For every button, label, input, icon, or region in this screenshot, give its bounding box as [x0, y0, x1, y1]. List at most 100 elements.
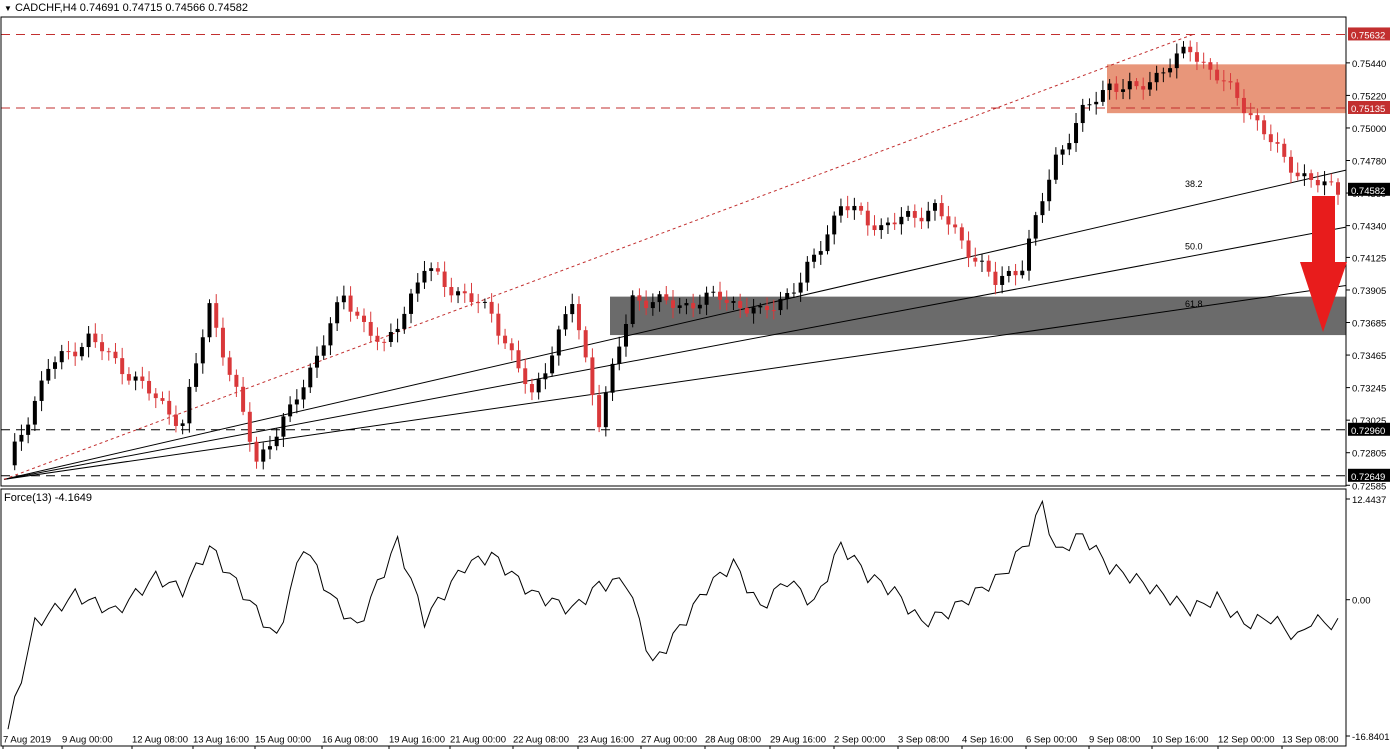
- candle-body: [409, 293, 414, 314]
- candle-body: [650, 302, 655, 309]
- candle-body: [261, 449, 266, 462]
- candle-body: [355, 311, 360, 316]
- candle-body: [731, 301, 736, 303]
- candle-body: [1282, 143, 1287, 157]
- candle-body: [644, 300, 649, 309]
- candle-body: [442, 271, 447, 287]
- candle-body: [1033, 215, 1038, 239]
- candle-body: [791, 292, 796, 294]
- candle-body: [959, 227, 964, 241]
- candle-body: [550, 355, 555, 374]
- price-axis-label: 0.72585: [1352, 481, 1386, 492]
- candle-body: [288, 404, 293, 417]
- candles-layer: [12, 40, 1340, 471]
- candle-body: [328, 323, 333, 346]
- candle-body: [348, 295, 353, 312]
- candle-body: [147, 380, 152, 394]
- candle-body: [388, 332, 393, 343]
- candle-body: [556, 329, 561, 356]
- frame-layer: [0, 16, 1347, 747]
- candle-body: [603, 392, 608, 428]
- candle-body: [1127, 81, 1132, 90]
- candle-body: [1174, 53, 1179, 69]
- time-axis-label: 23 Aug 16:00: [578, 734, 634, 745]
- candle-body: [126, 374, 131, 381]
- candle-body: [220, 327, 225, 358]
- time-axis-label: 2 Sep 00:00: [834, 734, 885, 745]
- candle-body: [368, 321, 373, 336]
- price-axis-label: 0.75000: [1352, 124, 1386, 135]
- candle-body: [1221, 80, 1226, 82]
- candle-body: [1201, 61, 1206, 63]
- candle-body: [113, 351, 118, 359]
- fan-layer: 38.2 50.0 61.8: [3, 33, 1347, 480]
- candle-body: [859, 205, 864, 211]
- candle-body: [832, 215, 837, 235]
- force-layer: [7, 499, 1339, 730]
- candle-body: [335, 302, 340, 324]
- candle-body: [1322, 181, 1327, 186]
- force-axis-label: 0.00: [1352, 596, 1371, 607]
- candle-body: [503, 335, 508, 344]
- candle-body: [1228, 81, 1233, 83]
- candle-body: [543, 373, 548, 380]
- candle-body: [1255, 115, 1260, 121]
- candle-body: [926, 210, 931, 222]
- price-axis-label: 0.75440: [1352, 59, 1386, 70]
- candle-body: [173, 414, 178, 426]
- time-axis-label: 12 Sep 00:00: [1218, 734, 1275, 745]
- candle-body: [281, 416, 286, 437]
- candle-body: [227, 357, 232, 375]
- candle-body: [1087, 104, 1092, 106]
- price-tag-box: [1348, 468, 1390, 482]
- candle-body: [744, 308, 749, 314]
- candle-body: [19, 434, 24, 442]
- candle-body: [1248, 113, 1253, 116]
- candle-body: [677, 305, 682, 308]
- fib-fan-label: 61.8: [1185, 299, 1203, 309]
- price-pane-frame: [0, 16, 1347, 487]
- candle-body: [657, 294, 662, 303]
- candle-body: [247, 411, 252, 442]
- candle-body: [529, 384, 534, 393]
- candle-body: [214, 303, 219, 328]
- time-axis-label: 29 Aug 16:00: [770, 734, 826, 745]
- candle-body: [200, 337, 205, 364]
- time-axis-label: 7 Aug 2019: [3, 734, 51, 745]
- candle-body: [785, 293, 790, 300]
- candle-body: [167, 400, 172, 415]
- price-axis-label: 0.73465: [1352, 351, 1386, 362]
- candle-body: [86, 333, 91, 348]
- candle-body: [1288, 156, 1293, 173]
- candle-body: [106, 351, 111, 353]
- candle-body: [986, 260, 991, 272]
- fib-fan-label: 38.2: [1185, 179, 1203, 189]
- time-axis-label: 4 Sep 16:00: [962, 734, 1013, 745]
- candle-body: [1161, 72, 1166, 74]
- candle-body: [610, 363, 615, 393]
- time-axis-label: 21 Aug 00:00: [450, 734, 506, 745]
- candle-body: [973, 257, 978, 262]
- candle-body: [321, 345, 326, 356]
- price-tag-box: [1348, 182, 1390, 196]
- candle-body: [234, 374, 239, 387]
- candle-body: [630, 295, 635, 325]
- candle-body: [1141, 86, 1146, 90]
- candle-body: [1208, 62, 1213, 70]
- candle-body: [1060, 149, 1065, 155]
- candle-body: [469, 293, 474, 303]
- candle-body: [865, 210, 870, 226]
- candle-body: [1047, 179, 1052, 202]
- fib-fan-line-1: [3, 226, 1347, 480]
- fib-fan-label: 50.0: [1185, 241, 1203, 251]
- candle-body: [590, 357, 595, 396]
- candle-body: [1315, 179, 1320, 186]
- candle-body: [1013, 270, 1018, 276]
- candle-body: [1235, 82, 1240, 98]
- time-axis-label: 22 Aug 08:00: [513, 734, 569, 745]
- force-axis-label: 12.4437: [1352, 495, 1386, 506]
- bearish-arrow-shaft: [1312, 196, 1335, 262]
- candle-body: [818, 251, 823, 255]
- candle-body: [462, 291, 467, 294]
- candle-body: [194, 363, 199, 387]
